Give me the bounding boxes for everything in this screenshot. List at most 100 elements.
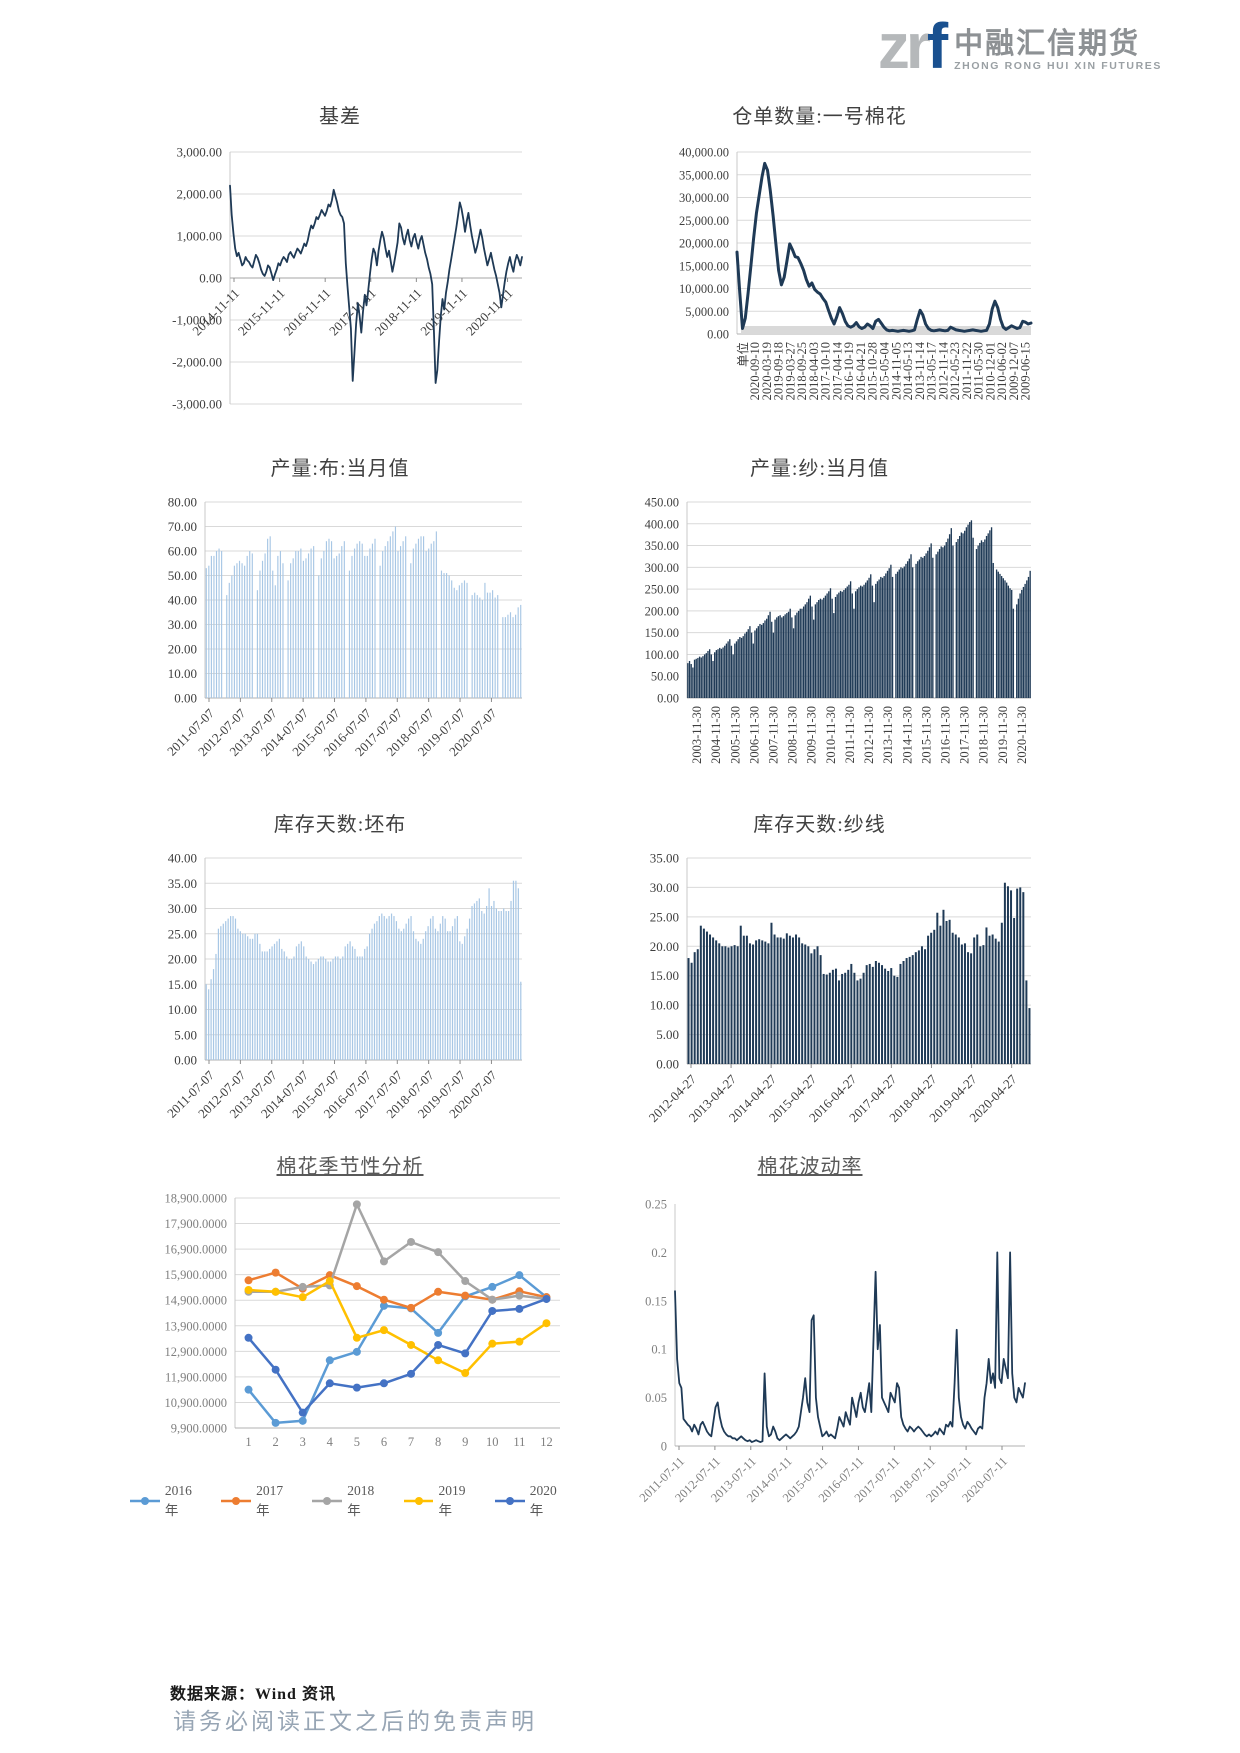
legend-marker-icon (221, 1497, 252, 1505)
svg-text:50.00: 50.00 (651, 670, 679, 684)
svg-text:2015-11-30: 2015-11-30 (919, 706, 933, 764)
svg-text:17,900.0000: 17,900.0000 (165, 1217, 228, 1231)
svg-text:0.2: 0.2 (651, 1246, 667, 1260)
svg-text:-1,000.00: -1,000.00 (172, 313, 222, 328)
svg-text:5.00: 5.00 (656, 1027, 679, 1042)
svg-text:6: 6 (381, 1435, 387, 1449)
svg-text:2010-12-01: 2010-12-01 (983, 342, 997, 400)
logo-f-text: f (926, 10, 948, 82)
svg-text:2018-04-03: 2018-04-03 (807, 342, 821, 400)
svg-text:20,000.00: 20,000.00 (679, 237, 729, 251)
company-name-cn: 中融汇信期货 (954, 28, 1141, 60)
svg-text:2016-10-19: 2016-10-19 (842, 342, 856, 400)
svg-text:35.00: 35.00 (650, 851, 679, 866)
chart-warehouse-receipts-plot: 40,000.00 35,000.00 30,000.00 25,000.00 20,0… (679, 146, 1033, 401)
data-source-note: 数据来源：Wind 资讯 (170, 1686, 336, 1703)
chart-cloth-output-plot: 80.00 70.00 60.00 50.00 40.00 30.00 20.00 10.00… (164, 495, 522, 759)
svg-text:2009-06-15: 2009-06-15 (1019, 342, 1033, 400)
svg-text:30.00: 30.00 (168, 901, 197, 916)
svg-text:10: 10 (486, 1435, 499, 1449)
svg-text:0.15: 0.15 (645, 1294, 667, 1308)
legend-item: 2019年 (403, 1483, 479, 1519)
chart-greycloth-inventory-days-title: 库存天数:坯布 (273, 814, 407, 836)
disclaimer-note: 请务必阅读正文之后的免责声明 (173, 1709, 537, 1734)
svg-text:0.00: 0.00 (656, 1057, 679, 1072)
svg-text:2009-12-07: 2009-12-07 (1007, 342, 1021, 400)
svg-text:7: 7 (408, 1435, 414, 1449)
svg-text:2018-11-11: 2018-11-11 (372, 286, 425, 339)
svg-text:2012-11-30: 2012-11-30 (862, 706, 876, 764)
legend-marker-icon (312, 1497, 343, 1505)
svg-text:8: 8 (435, 1435, 441, 1449)
svg-text:25.00: 25.00 (168, 926, 197, 941)
svg-text:2003-11-30: 2003-11-30 (690, 706, 704, 764)
svg-text:10.00: 10.00 (168, 1002, 197, 1017)
svg-text:5,000.00: 5,000.00 (685, 305, 729, 319)
logo-names: 中融汇信期货 ZHONG RONG HUI XIN FUTURES (954, 28, 1162, 74)
svg-text:2006-11-30: 2006-11-30 (747, 706, 761, 764)
svg-text:350.00: 350.00 (645, 539, 679, 553)
svg-text:2014-11-30: 2014-11-30 (900, 706, 914, 764)
chart-cotton-seasonality-plot: 18,900.0000 17,900.0000 16,900.0000 15,900.… (165, 1192, 560, 1449)
legend-marker-icon (403, 1497, 434, 1505)
svg-text:3: 3 (300, 1435, 306, 1449)
seasonal-legend: 2016年 2017年 2018年 2019年 2020年 (130, 1483, 570, 1519)
svg-text:250.00: 250.00 (645, 583, 679, 597)
svg-text:2013-05-17: 2013-05-17 (925, 342, 939, 400)
legend-label: 2017年 (256, 1483, 284, 1518)
chart-cotton-seasonality-title: 棉花季节性分析 (276, 1156, 424, 1178)
svg-text:2005-11-30: 2005-11-30 (728, 706, 742, 764)
svg-text:70.00: 70.00 (168, 519, 197, 534)
chart-cotton-seasonality: 棉花季节性分析 18,900.0000 17,900.0000 16,900.000… (130, 1150, 570, 1524)
svg-text:1: 1 (245, 1435, 251, 1449)
svg-text:2: 2 (273, 1435, 279, 1449)
svg-text:2016-04-21: 2016-04-21 (854, 342, 868, 400)
svg-text:2013-11-30: 2013-11-30 (881, 706, 895, 764)
svg-text:0.00: 0.00 (657, 692, 679, 706)
legend-label: 2020年 (529, 1483, 557, 1518)
svg-text:10,000.00: 10,000.00 (679, 282, 729, 296)
svg-text:2012-05-23: 2012-05-23 (948, 342, 962, 400)
svg-text:15.00: 15.00 (650, 968, 679, 983)
svg-text:12: 12 (540, 1435, 553, 1449)
svg-text:450.00: 450.00 (645, 496, 679, 510)
svg-text:60.00: 60.00 (168, 544, 197, 559)
chart-cloth-output-title: 产量:布:当月值 (270, 458, 410, 480)
svg-text:1,000.00: 1,000.00 (177, 229, 223, 244)
svg-text:2007-11-30: 2007-11-30 (767, 706, 781, 764)
svg-text:100.00: 100.00 (645, 648, 679, 662)
svg-text:30.00: 30.00 (168, 617, 197, 632)
svg-text:30.00: 30.00 (650, 880, 679, 895)
chart-greycloth-inventory-days: 库存天数:坯布 40.00 35.00 30.00 25.00 20.00 15.00 10… (130, 808, 550, 1148)
company-name-en: ZHONG RONG HUI XIN FUTURES (954, 60, 1162, 72)
svg-text:2008-11-30: 2008-11-30 (786, 706, 800, 764)
svg-text:15,000.00: 15,000.00 (679, 259, 729, 273)
svg-text:40,000.00: 40,000.00 (679, 146, 729, 160)
svg-text:2018-09-25: 2018-09-25 (795, 342, 809, 400)
svg-text:0: 0 (661, 1440, 667, 1454)
svg-text:单位: 单位 (735, 342, 750, 367)
chart-yarn-output-plot: 450.00 400.00 350.00 300.00 250.00 200.00 150.… (645, 496, 1031, 764)
svg-text:5: 5 (354, 1435, 360, 1449)
svg-text:2020-03-19: 2020-03-19 (760, 342, 774, 400)
chart-yarn-inventory-days-plot: 35.0030.0025.0020.0015.0010.005.000.0020… (646, 851, 1031, 1125)
svg-text:300.00: 300.00 (645, 561, 679, 575)
legend-item: 2020年 (494, 1483, 570, 1519)
chart-cloth-output: 产量:布:当月值 80.00 70.00 60.00 50.00 40.00 30.00 2… (130, 452, 550, 792)
svg-text:11: 11 (513, 1435, 525, 1449)
svg-text:-3,000.00: -3,000.00 (172, 397, 222, 412)
legend-label: 2018年 (347, 1483, 375, 1518)
svg-text:2019-03-27: 2019-03-27 (783, 342, 797, 400)
chart-yarn-output-title: 产量:纱:当月值 (749, 458, 890, 480)
svg-text:0.00: 0.00 (174, 1053, 197, 1068)
svg-text:2017-11-11: 2017-11-11 (326, 286, 379, 339)
svg-text:2,000.00: 2,000.00 (177, 187, 223, 202)
svg-text:12,900.0000: 12,900.0000 (165, 1345, 228, 1359)
svg-text:5.00: 5.00 (174, 1027, 197, 1042)
chart-yarn-output: 产量:纱:当月值 450.00 400.00 350.00 300.00 250.00 2… (597, 452, 1042, 792)
zrf-logo-mark: zrf (878, 14, 948, 78)
svg-text:80.00: 80.00 (168, 495, 197, 510)
svg-text:2017-10-10: 2017-10-10 (819, 342, 833, 400)
svg-text:9,900.0000: 9,900.0000 (171, 1422, 227, 1436)
legend-item: 2016年 (130, 1483, 205, 1519)
